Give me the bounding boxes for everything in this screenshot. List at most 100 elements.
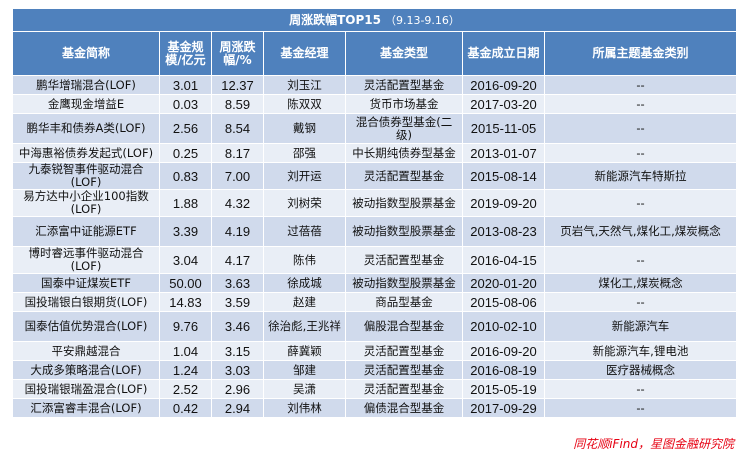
weekly-change-cell: 7.00 xyxy=(211,162,264,190)
header-weekly-change: 周涨跌幅/% xyxy=(211,31,264,76)
fund-size-cell: 50.00 xyxy=(159,273,212,293)
theme-category-cell: 新能源汽车特斯拉 xyxy=(543,162,738,190)
header-inception-date: 基金成立日期 xyxy=(462,31,545,76)
weekly-change-cell: 8.17 xyxy=(211,143,264,163)
table-row: 平安鼎越混合 1.04 3.15 薛冀颖 灵活配置型基金 2016-09-20 新能源汽车,… xyxy=(12,341,738,361)
table-row: 国泰估值优势混合(LOF) 9.76 3.46 徐治彪,王兆祥 偏股混合型基金 2010-… xyxy=(12,311,738,342)
inception-date-cell: 2015-08-06 xyxy=(462,292,545,312)
fund-name-cell: 国投瑞银白银期货(LOF) xyxy=(12,292,160,312)
table-row: 鹏华增瑞混合(LOF) 3.01 12.37 刘玉江 灵活配置型基金 2016-09-20… xyxy=(12,75,738,95)
theme-category-cell: -- xyxy=(543,75,738,95)
fund-type-cell: 中长期纯债券型基金 xyxy=(345,143,463,163)
manager-cell: 徐治彪,王兆祥 xyxy=(263,311,346,342)
manager-cell: 刘开运 xyxy=(263,162,346,190)
fund-size-cell: 0.03 xyxy=(159,94,212,114)
header-fund-name: 基金简称 xyxy=(12,31,160,76)
fund-type-cell: 货币市场基金 xyxy=(345,94,463,114)
fund-name-cell: 大成多策略混合(LOF) xyxy=(12,360,160,380)
table-title: 周涨跌幅TOP15 （9.13-9.16） xyxy=(11,8,738,32)
inception-date-cell: 2017-03-20 xyxy=(462,94,545,114)
weekly-change-cell: 12.37 xyxy=(211,75,264,95)
fund-size-cell: 2.52 xyxy=(159,379,212,399)
weekly-change-cell: 3.03 xyxy=(211,360,264,380)
inception-date-cell: 2015-08-14 xyxy=(462,162,545,190)
theme-category-cell: -- xyxy=(543,398,738,418)
fund-size-cell: 0.25 xyxy=(159,143,212,163)
table-row: 九泰锐智事件驱动混合(LOF) 0.83 7.00 刘开运 灵活配置型基金 2015-08… xyxy=(12,162,738,190)
table-row: 大成多策略混合(LOF) 1.24 3.03 邹建 灵活配置型基金 2016-08-19 医… xyxy=(12,360,738,380)
fund-size-cell: 14.83 xyxy=(159,292,212,312)
theme-category-cell: -- xyxy=(543,292,738,312)
fund-type-cell: 偏债混合型基金 xyxy=(345,398,463,418)
inception-date-cell: 2013-01-07 xyxy=(462,143,545,163)
fund-type-cell: 灵活配置型基金 xyxy=(345,379,463,399)
table-row: 博时睿远事件驱动混合(LOF) 3.04 4.17 陈伟 灵活配置型基金 2016-04-… xyxy=(12,246,738,274)
weekly-change-cell: 3.63 xyxy=(211,273,264,293)
fund-table-container: 周涨跌幅TOP15 （9.13-9.16） 基金简称 基金规模/亿元 周涨跌幅/%… xyxy=(11,8,738,418)
fund-top15-table: 周涨跌幅TOP15 （9.13-9.16） 基金简称 基金规模/亿元 周涨跌幅/%… xyxy=(11,8,738,418)
weekly-change-cell: 8.59 xyxy=(211,94,264,114)
header-fund-type: 基金类型 xyxy=(345,31,463,76)
fund-type-cell: 混合债券型基金(二级) xyxy=(345,113,463,144)
inception-date-cell: 2015-05-19 xyxy=(462,379,545,399)
manager-cell: 刘伟林 xyxy=(263,398,346,418)
table-row: 易方达中小企业100指数(LOF) 1.88 4.32 刘树荣 被动指数型股票基金 201… xyxy=(12,189,738,217)
header-fund-size: 基金规模/亿元 xyxy=(159,31,212,76)
header-theme-category: 所属主题基金类别 xyxy=(543,31,738,76)
fund-size-cell: 3.39 xyxy=(159,216,212,247)
fund-type-cell: 被动指数型股票基金 xyxy=(345,216,463,247)
inception-date-cell: 2015-11-05 xyxy=(462,113,545,144)
weekly-change-cell: 4.19 xyxy=(211,216,264,247)
fund-size-cell: 0.42 xyxy=(159,398,212,418)
theme-category-cell: -- xyxy=(543,246,738,274)
fund-type-cell: 被动指数型股票基金 xyxy=(345,273,463,293)
fund-type-cell: 灵活配置型基金 xyxy=(345,75,463,95)
inception-date-cell: 2016-08-19 xyxy=(462,360,545,380)
fund-size-cell: 3.04 xyxy=(159,246,212,274)
table-row: 汇添富睿丰混合(LOF) 0.42 2.94 刘伟林 偏债混合型基金 2017-09-29… xyxy=(12,398,738,418)
fund-name-cell: 汇添富中证能源ETF xyxy=(12,216,160,247)
manager-cell: 赵建 xyxy=(263,292,346,312)
fund-name-cell: 平安鼎越混合 xyxy=(12,341,160,361)
manager-cell: 陈双双 xyxy=(263,94,346,114)
fund-size-cell: 2.56 xyxy=(159,113,212,144)
header-manager: 基金经理 xyxy=(263,31,346,76)
table-row: 国投瑞银瑞盈混合(LOF) 2.52 2.96 吴潇 灵活配置型基金 2015-05-19… xyxy=(12,379,738,399)
theme-category-cell: -- xyxy=(543,143,738,163)
table-row: 国泰中证煤炭ETF 50.00 3.63 徐成城 被动指数型股票基金 2020-01-20… xyxy=(12,273,738,293)
theme-category-cell: -- xyxy=(543,113,738,144)
table-row: 金鹰现金增益E 0.03 8.59 陈双双 货币市场基金 2017-03-20 -- xyxy=(12,94,738,114)
fund-type-cell: 灵活配置型基金 xyxy=(345,341,463,361)
fund-type-cell: 灵活配置型基金 xyxy=(345,246,463,274)
fund-size-cell: 9.76 xyxy=(159,311,212,342)
manager-cell: 过蓓蓓 xyxy=(263,216,346,247)
table-row: 中海惠裕债券发起式(LOF) 0.25 8.17 邵强 中长期纯债券型基金 2013-01… xyxy=(12,143,738,163)
source-note: 同花顺iFind，星图金融研究院 xyxy=(573,437,734,451)
fund-name-cell: 国泰中证煤炭ETF xyxy=(12,273,160,293)
fund-type-cell: 偏股混合型基金 xyxy=(345,311,463,342)
fund-name-cell: 鹏华增瑞混合(LOF) xyxy=(12,75,160,95)
fund-size-cell: 3.01 xyxy=(159,75,212,95)
fund-size-cell: 0.83 xyxy=(159,162,212,190)
table-row: 国投瑞银白银期货(LOF) 14.83 3.59 赵建 商品型基金 2015-08-06-… xyxy=(12,292,738,312)
fund-name-cell: 鹏华丰和债券A类(LOF) xyxy=(12,113,160,144)
manager-cell: 薛冀颖 xyxy=(263,341,346,361)
theme-category-cell: 煤化工,煤炭概念 xyxy=(543,273,738,293)
manager-cell: 吴潇 xyxy=(263,379,346,399)
inception-date-cell: 2016-04-15 xyxy=(462,246,545,274)
inception-date-cell: 2017-09-29 xyxy=(462,398,545,418)
theme-category-cell: 新能源汽车 xyxy=(543,311,738,342)
weekly-change-cell: 4.32 xyxy=(211,189,264,217)
fund-name-cell: 金鹰现金增益E xyxy=(12,94,160,114)
manager-cell: 徐成城 xyxy=(263,273,346,293)
theme-category-cell: 新能源汽车,锂电池 xyxy=(543,341,738,361)
theme-category-cell: -- xyxy=(543,94,738,114)
weekly-change-cell: 2.96 xyxy=(211,379,264,399)
inception-date-cell: 2020-01-20 xyxy=(462,273,545,293)
fund-type-cell: 被动指数型股票基金 xyxy=(345,189,463,217)
inception-date-cell: 2010-02-10 xyxy=(462,311,545,342)
table-row: 汇添富中证能源ETF 3.39 4.19 过蓓蓓 被动指数型股票基金 2013-08-23… xyxy=(12,216,738,247)
inception-date-cell: 2019-09-20 xyxy=(462,189,545,217)
manager-cell: 刘玉江 xyxy=(263,75,346,95)
fund-name-cell: 国泰估值优势混合(LOF) xyxy=(12,311,160,342)
